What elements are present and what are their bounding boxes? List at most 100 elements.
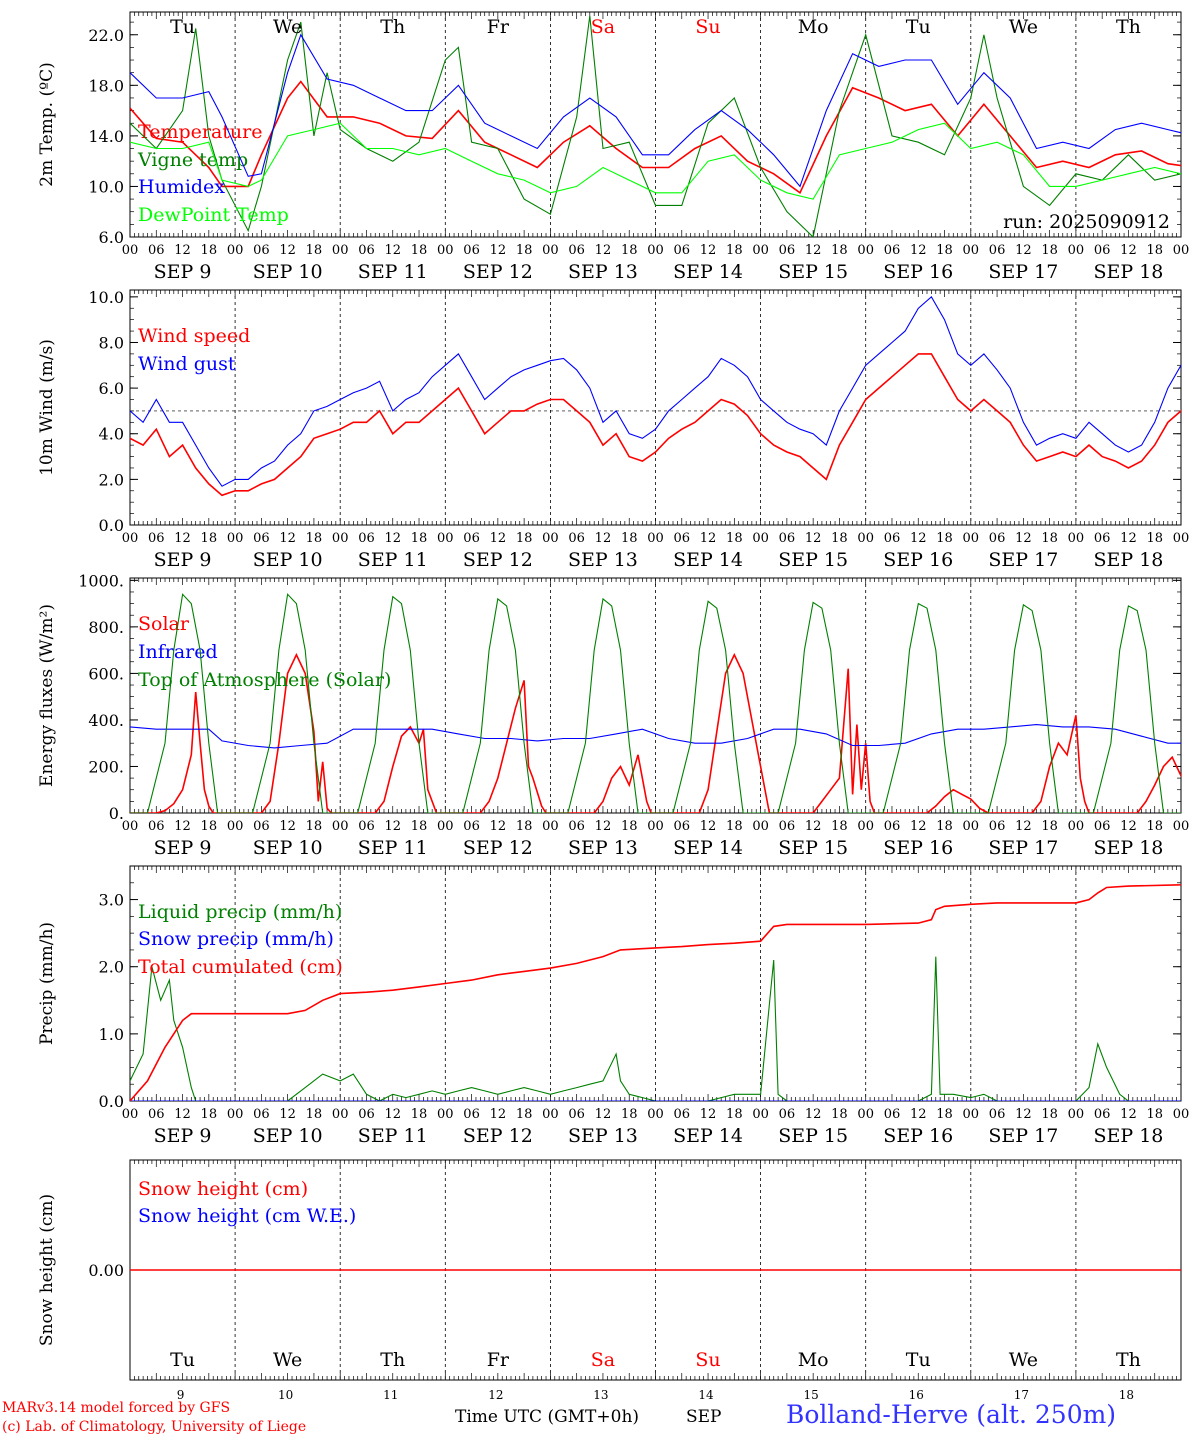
weekday-label: Tu xyxy=(170,16,195,38)
hour-label: 00 xyxy=(1173,531,1190,546)
weekday-label: Tu xyxy=(170,1349,195,1371)
date-label: SEP 15 xyxy=(778,837,848,859)
hour-label: 12 xyxy=(1120,1107,1137,1122)
y-axis-label: Precip (mm/h) xyxy=(37,922,57,1045)
day-number: 12 xyxy=(488,1388,503,1402)
hour-label: 12 xyxy=(700,819,717,834)
hour-label: 12 xyxy=(279,243,296,258)
hour-label: 18 xyxy=(1041,531,1058,546)
hour-label: 06 xyxy=(358,531,375,546)
day-number: 16 xyxy=(909,1388,924,1402)
date-label: SEP 9 xyxy=(154,261,212,283)
legend-snow-height-cm-w-e-: Snow height (cm W.E.) xyxy=(138,1205,356,1227)
hour-label: 12 xyxy=(174,1107,191,1122)
hour-label: 06 xyxy=(779,1107,796,1122)
hour-label: 12 xyxy=(595,243,612,258)
date-label: SEP 13 xyxy=(568,549,638,571)
hour-label: 18 xyxy=(516,243,533,258)
weekday-label: Th xyxy=(380,1349,405,1371)
hour-label: 18 xyxy=(201,243,218,258)
hour-label: 06 xyxy=(148,1107,165,1122)
hour-label: 12 xyxy=(700,531,717,546)
hour-label: 18 xyxy=(621,243,638,258)
hour-label: 00 xyxy=(752,531,769,546)
hour-label: 06 xyxy=(989,1107,1006,1122)
series-line-dewpoint-temp xyxy=(130,122,1181,200)
series-line-infrared xyxy=(130,724,1181,749)
hour-label: 00 xyxy=(1173,819,1190,834)
date-label: SEP 10 xyxy=(253,549,323,571)
hour-label: 18 xyxy=(831,1107,848,1122)
hour-label: 18 xyxy=(936,531,953,546)
hour-label: 12 xyxy=(1015,531,1032,546)
hour-label: 00 xyxy=(437,819,454,834)
hour-label: 06 xyxy=(148,243,165,258)
y-tick-label: 800. xyxy=(88,618,124,637)
date-label: SEP 15 xyxy=(778,1125,848,1147)
legend-humidex: Humidex xyxy=(138,176,225,198)
hour-label: 00 xyxy=(857,243,874,258)
date-label: SEP 16 xyxy=(883,549,953,571)
day-number: 14 xyxy=(698,1388,714,1402)
hour-label: 12 xyxy=(805,531,822,546)
day-number: 15 xyxy=(804,1388,819,1402)
hour-label: 18 xyxy=(1041,819,1058,834)
date-label: SEP 17 xyxy=(988,261,1058,283)
hour-label: 06 xyxy=(1094,1107,1111,1122)
hour-label: 18 xyxy=(726,819,743,834)
date-label: SEP 16 xyxy=(883,261,953,283)
hour-label: 06 xyxy=(989,819,1006,834)
date-label: SEP 10 xyxy=(253,837,323,859)
hour-label: 12 xyxy=(805,1107,822,1122)
legend-wind-gust: Wind gust xyxy=(138,353,236,375)
hour-label: 12 xyxy=(384,531,401,546)
hour-label: 06 xyxy=(358,243,375,258)
hour-label: 06 xyxy=(1094,819,1111,834)
hour-label: 00 xyxy=(963,819,980,834)
hour-label: 18 xyxy=(411,531,428,546)
y-tick-label: 200. xyxy=(88,757,124,776)
date-label: SEP 12 xyxy=(463,549,533,571)
hour-label: 00 xyxy=(857,531,874,546)
y-tick-label: 1.0 xyxy=(99,1025,124,1044)
y-tick-label: 0.00 xyxy=(88,1261,124,1280)
hour-label: 18 xyxy=(1041,1107,1058,1122)
hour-label: 00 xyxy=(1173,1107,1190,1122)
hour-label: 00 xyxy=(542,531,559,546)
hour-label: 12 xyxy=(1120,819,1137,834)
hour-label: 12 xyxy=(595,531,612,546)
hour-label: 06 xyxy=(568,531,585,546)
y-tick-label: 10.0 xyxy=(88,288,124,307)
date-label: SEP 14 xyxy=(673,837,743,859)
panel-5: 0.00 Snow height (cm) Snow height (cm) Snow… xyxy=(37,1159,1182,1402)
y-axis-label: 10m Wind (m/s) xyxy=(37,339,57,476)
hour-label: 06 xyxy=(463,1107,480,1122)
hour-label: 12 xyxy=(595,819,612,834)
weekday-label: We xyxy=(273,16,302,38)
hour-label: 18 xyxy=(306,819,323,834)
y-tick-label: 2.0 xyxy=(99,470,124,489)
hour-label: 18 xyxy=(201,819,218,834)
hour-label: 12 xyxy=(490,1107,507,1122)
day-number: 10 xyxy=(278,1388,293,1402)
hour-label: 18 xyxy=(1041,243,1058,258)
hour-label: 18 xyxy=(516,819,533,834)
day-number: 18 xyxy=(1119,1388,1134,1402)
hour-label: 18 xyxy=(936,819,953,834)
date-label: SEP 15 xyxy=(778,261,848,283)
run-label: run: 2025090912 xyxy=(1003,211,1170,233)
weekday-label: Tu xyxy=(906,1349,931,1371)
hour-label: 06 xyxy=(253,1107,270,1122)
hour-label: 06 xyxy=(674,819,691,834)
weekday-label: Th xyxy=(1116,1349,1141,1371)
date-label: SEP 15 xyxy=(778,549,848,571)
hour-label: 18 xyxy=(201,1107,218,1122)
y-tick-label: 0. xyxy=(109,804,124,823)
legend-snow-height-cm-: Snow height (cm) xyxy=(138,1178,308,1200)
hour-label: 00 xyxy=(227,243,244,258)
date-label: SEP 17 xyxy=(988,837,1058,859)
hour-label: 00 xyxy=(857,819,874,834)
date-label: SEP 17 xyxy=(988,549,1058,571)
hour-label: 12 xyxy=(700,1107,717,1122)
